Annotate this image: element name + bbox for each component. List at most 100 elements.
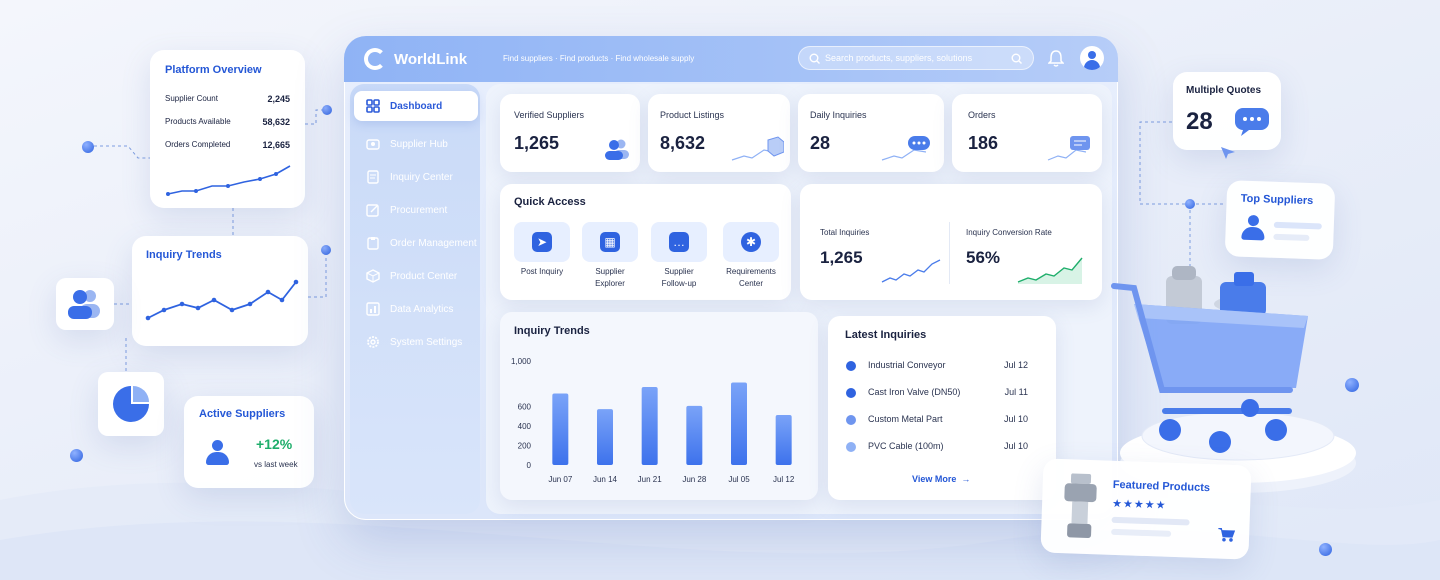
bell-icon[interactable] [1048,49,1064,67]
users-icon [605,139,629,160]
bar[interactable] [775,414,792,465]
search-input[interactable] [825,51,1005,65]
placeholder-line [1111,516,1190,526]
sidebar: Dashboard Supplier Hub Inquiry Center Pr… [350,84,480,514]
sidebar-item-order-management[interactable]: Order Management [354,228,478,258]
sidebar-item-label: Dashboard [390,100,443,112]
inquiry-name: Industrial Conveyor [868,360,946,370]
stat-card-product-listings[interactable]: Product Listings 8,632 [648,94,790,172]
sidebar-item-dashboard[interactable]: Dashboard [354,91,478,121]
stat-card-orders[interactable]: Orders 186 [952,94,1102,172]
quick-access-supplier-explorer[interactable]: ▦ [582,222,638,262]
platform-overview-card: Platform Overview Supplier Count 2,245 P… [150,50,305,208]
placeholder-line [1111,528,1172,537]
chart-title: Inquiry Trends [514,325,590,337]
x-tick-label: Jul 12 [773,475,795,484]
x-tick-label: Jun 07 [548,475,573,484]
latest-inquiries-title: Latest Inquiries [845,329,927,341]
quick-access-title: Quick Access [514,196,586,208]
inquiry-list-item[interactable]: Industrial Conveyor Jul 12 [846,356,1042,376]
active-suppliers-note: vs last week [254,460,298,469]
sidebar-item-label: Data Analytics [390,303,454,315]
view-more-label: View More [912,474,957,484]
sidebar-item-label: System Settings [390,336,463,348]
bar-chart-svg: 1,000 600 400 200 0 Jun 07 Jun 14 Jun 21 Jun 28 J… [511,357,795,484]
search-icon [809,53,820,64]
chat-icon [881,136,930,161]
sidebar-item-data-analytics[interactable]: Data Analytics [354,294,478,324]
overview-row-value: 12,665 [262,140,290,150]
bar[interactable] [731,382,747,465]
chat-icon: … [669,232,689,252]
sidebar-item-procurement[interactable]: Procurement [354,195,478,225]
pie-chart-icon [113,386,149,422]
latest-inquiries-panel: Latest Inquiries Industrial Conveyor Jul … [828,316,1056,500]
stat-value: 186 [968,133,999,153]
bar[interactable] [641,387,658,465]
active-suppliers-card: Active Suppliers +12% vs last week [184,396,314,488]
connector-dot [1185,199,1195,209]
user-icon [204,440,230,466]
quick-access-label: Supplier Explorer [595,267,625,288]
inquiry-list-item[interactable]: Cast Iron Valve (DN50) Jul 11 [846,383,1042,403]
conversion-rate-label: Inquiry Conversion Rate [966,228,1052,237]
featured-products-title: Featured Products [1112,478,1211,495]
sidebar-item-supplier-hub[interactable]: Supplier Hub [354,129,478,159]
inquiry-name: Custom Metal Part [868,414,943,424]
platform-overview-title: Platform Overview [165,64,262,76]
stat-label: Orders [968,110,996,120]
top-suppliers-card: Top Suppliers [1224,180,1336,260]
logo[interactable]: WorldLink [364,48,467,70]
clipboard-icon [367,237,379,250]
stat-value: 1,265 [514,133,560,153]
bar[interactable] [552,393,569,466]
valve-product-image [1064,473,1097,538]
stat-card-verified-suppliers[interactable]: Verified Suppliers 1,265 [500,94,640,172]
sidebar-item-system-settings[interactable]: System Settings [354,327,478,357]
send-icon: ➤ [532,232,552,252]
cart-icon[interactable] [1217,527,1236,544]
bar[interactable] [686,405,703,465]
inquiry-date: Jul 10 [1003,414,1028,424]
overview-row-label: Orders Completed [165,140,231,149]
quick-access-supplier-follow-up[interactable]: … [651,222,707,262]
inquiry-list-item[interactable]: Custom Metal Part Jul 10 [846,410,1042,430]
inquiry-list-item[interactable]: PVC Cable (100m) Jul 10 [846,437,1042,457]
cursor-icon [1221,147,1235,159]
y-tick-label: 400 [518,422,532,431]
quick-access-label: Requirements Center [726,267,776,288]
inquiry-trends-sparkline [145,279,299,321]
active-suppliers-title: Active Suppliers [199,408,286,420]
inquiry-icon [367,170,379,184]
user-icon [1239,214,1266,242]
users-tile [56,278,114,330]
sidebar-item-inquiry-center[interactable]: Inquiry Center [354,162,478,192]
avatar[interactable] [1080,46,1104,70]
overview-row-label: Supplier Count [165,94,218,103]
quick-access-post-inquiry[interactable]: ➤ [514,222,570,262]
grid-icon: ▦ [600,232,620,252]
bar[interactable] [597,409,613,465]
totals-panel: Total Inquiries 1,265 Inquiry Conversion… [800,184,1102,300]
connector-dot [322,105,332,115]
conversion-rate-value: 56% [966,248,1001,267]
bullet-icon [846,388,856,398]
app-tagline: Find suppliers · Find products · Find wh… [503,54,695,63]
quick-access-requirements-center[interactable]: ✱ [723,222,779,262]
multiple-quotes-value: 28 [1186,108,1213,135]
featured-products-card[interactable]: Featured Products ★★★★★ [1040,458,1252,560]
search-bar[interactable] [798,46,1034,70]
overview-row-label: Products Available [165,117,231,126]
stat-label: Daily Inquiries [810,110,867,120]
sidebar-item-label: Supplier Hub [390,138,448,150]
search-icon[interactable] [1011,53,1022,64]
users-icon [68,290,100,319]
stat-card-daily-inquiries[interactable]: Daily Inquiries 28 [798,94,944,172]
sidebar-item-product-center[interactable]: Product Center [354,261,478,291]
inquiry-trends-chart: Inquiry Trends 1,000 600 400 200 0 Jun 07 Jun … [500,312,818,500]
connector-dot [82,141,94,153]
stat-value: 8,632 [660,133,706,153]
view-more-link[interactable]: View More → [912,474,970,484]
inquiry-trends-floating-card: Inquiry Trends [132,236,308,346]
